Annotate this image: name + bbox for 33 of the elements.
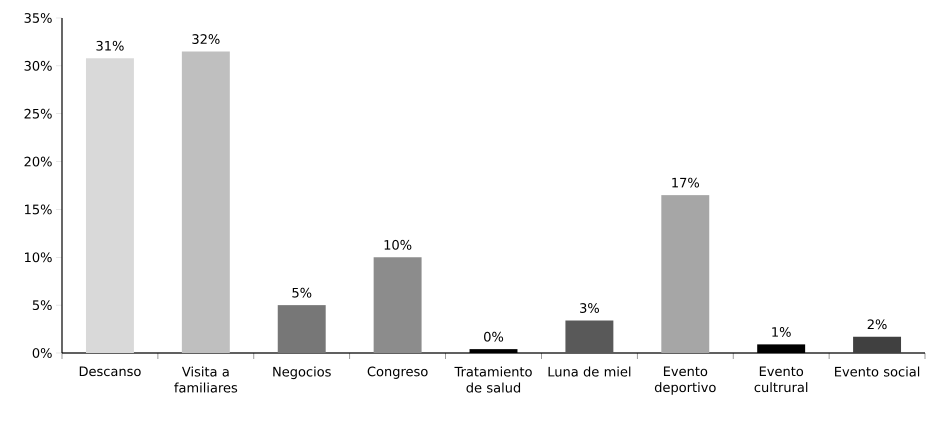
bar xyxy=(374,257,422,353)
y-tick-label: 0% xyxy=(32,348,52,358)
x-tick-label: Evento social xyxy=(835,366,920,377)
x-tick-label: Tratamiento de salud xyxy=(454,366,532,393)
y-tick-label: 30% xyxy=(24,60,52,71)
data-label: 2% xyxy=(868,319,887,330)
y-tick-label: 10% xyxy=(25,252,52,262)
data-label: 10% xyxy=(384,240,412,250)
bar xyxy=(853,336,902,353)
data-label: 0% xyxy=(484,332,504,342)
y-tick-label: 20% xyxy=(24,156,52,166)
x-tick-label: Negocios xyxy=(273,366,331,380)
y-tick-label: 15% xyxy=(25,204,52,214)
x-tick-label: Luna de miel xyxy=(548,366,630,377)
x-tick-label: Congreso xyxy=(368,366,428,379)
data-label: 3% xyxy=(580,303,599,313)
data-label: 5% xyxy=(292,288,312,298)
bar xyxy=(182,51,230,353)
y-tick-label: 5% xyxy=(32,300,52,310)
x-tick-label: Evento cultrural xyxy=(754,366,808,392)
bar xyxy=(661,195,710,353)
y-tick-label: 25% xyxy=(24,108,52,119)
bar xyxy=(86,58,134,353)
data-label: 17% xyxy=(672,178,700,188)
bar xyxy=(278,305,326,353)
data-label: 32% xyxy=(192,34,220,44)
x-tick-label: Descanso xyxy=(80,366,141,376)
x-tick-label: Evento deportivo xyxy=(654,366,716,395)
x-tick-label: Visita a familiares xyxy=(174,366,238,393)
data-label: 31% xyxy=(96,40,124,51)
data-label: 1% xyxy=(772,327,791,337)
y-tick-label: 35% xyxy=(24,13,52,23)
bar xyxy=(565,320,614,353)
